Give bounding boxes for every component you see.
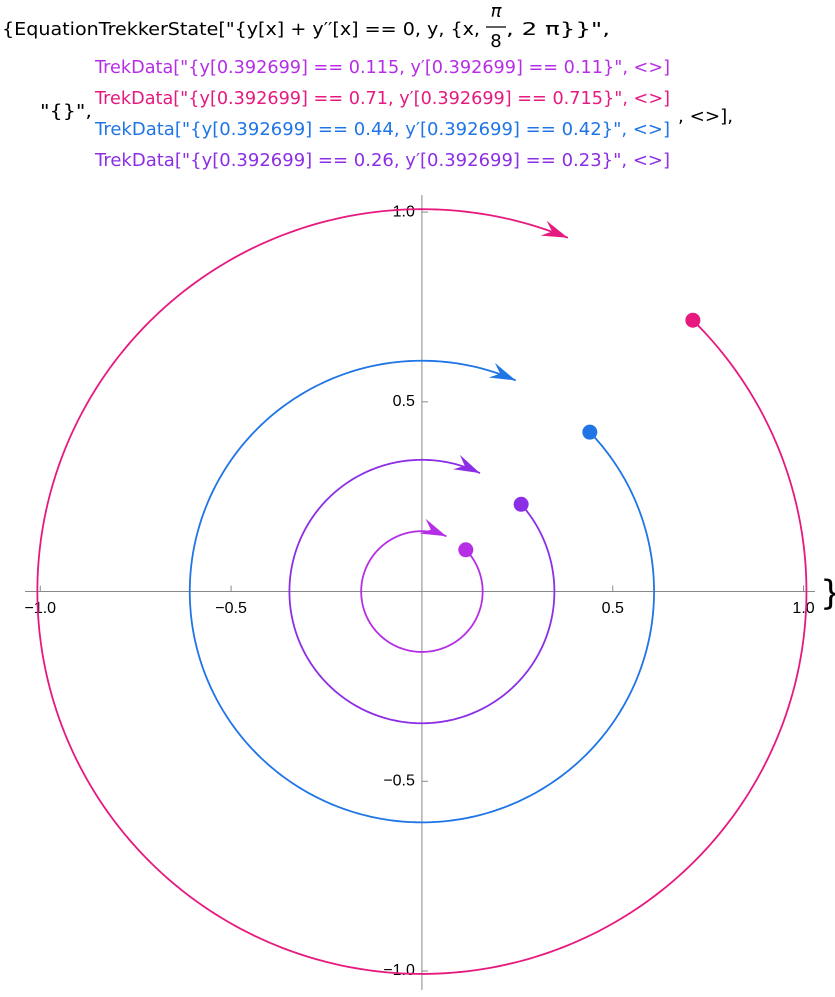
trajectory xyxy=(288,458,556,725)
y-tick-label: 1.0 xyxy=(393,203,415,220)
start-point xyxy=(458,542,474,558)
tail-text: , <>], xyxy=(678,106,733,127)
trajectory xyxy=(188,359,655,824)
trek-data-text: TrekData["{y[0.392699] == 0.26, y′[0.392… xyxy=(94,150,670,171)
trajectory xyxy=(360,530,484,653)
y-tick-label: −1.0 xyxy=(383,962,415,979)
direction-arrow xyxy=(540,220,568,238)
expression-start: {EquationTrekkerState["{y[x] + y′′[x] ==… xyxy=(2,19,480,40)
closing-brace: } xyxy=(820,574,835,614)
start-point xyxy=(685,312,701,328)
start-point xyxy=(513,496,529,512)
start-point xyxy=(582,424,598,440)
trek-data-text: TrekData["{y[0.392699] == 0.71, y′[0.392… xyxy=(94,88,670,109)
direction-arrow xyxy=(419,518,447,537)
y-tick-label: 0.5 xyxy=(393,393,415,410)
trek-data-text: TrekData["{y[0.392699] == 0.44, y′[0.392… xyxy=(94,119,670,140)
x-tick-label: −1.0 xyxy=(24,600,56,617)
x-tick-label: 1.0 xyxy=(792,600,814,617)
expression-end: , 2 π}}", xyxy=(506,19,610,40)
state-text: "{}", xyxy=(40,101,92,122)
y-tick-label: −0.5 xyxy=(383,773,415,790)
trek-data-text: TrekData["{y[0.392699] == 0.115, y′[0.39… xyxy=(94,57,670,78)
fraction-denominator: 8 xyxy=(490,31,501,52)
direction-arrow xyxy=(453,454,480,474)
direction-arrow xyxy=(488,362,516,381)
x-tick-label: 0.5 xyxy=(602,600,624,617)
x-tick-label: −0.5 xyxy=(215,600,247,617)
trajectory xyxy=(36,208,808,975)
fraction-numerator: π xyxy=(491,1,503,22)
